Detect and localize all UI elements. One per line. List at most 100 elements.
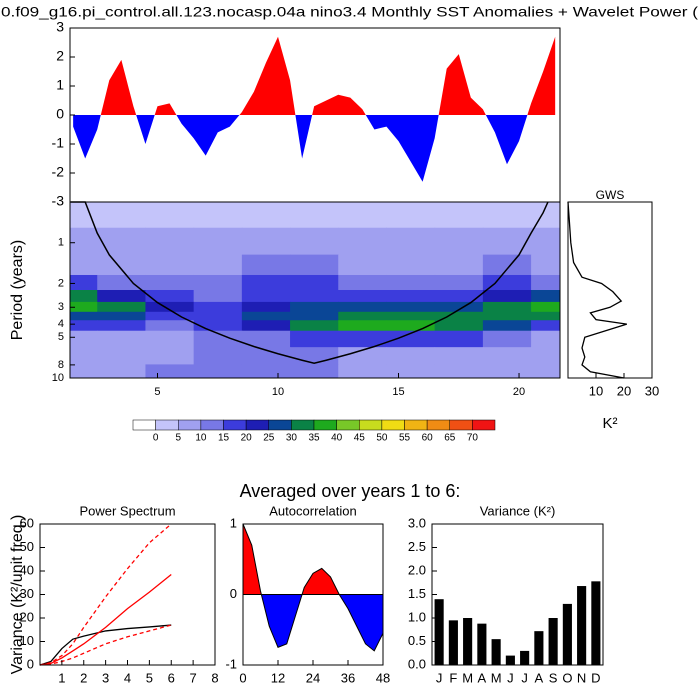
power-cell — [531, 364, 561, 379]
x-tick-label: N — [577, 670, 586, 685]
power-cell — [70, 274, 98, 291]
colorbar-box — [155, 419, 179, 431]
y-tick-label: 40 — [20, 562, 34, 577]
power-cell — [290, 290, 339, 303]
power-cell — [241, 254, 291, 276]
power-cell — [531, 227, 561, 256]
power-cell — [97, 330, 146, 348]
power-cell — [531, 290, 561, 303]
x-tick-label: M — [491, 670, 502, 685]
line — [39, 624, 172, 666]
power-cell — [386, 227, 436, 256]
power-cell — [482, 311, 532, 321]
x-tick-label: 7 — [190, 670, 197, 685]
y-tick-label: 2 — [58, 277, 64, 289]
colorbar-box — [245, 419, 269, 431]
colorbar-label: 35 — [308, 433, 320, 444]
power-cell — [482, 202, 532, 229]
colorbar-box — [472, 419, 496, 431]
power-cell — [531, 330, 561, 348]
y-tick-label: 0.5 — [408, 633, 426, 648]
power-cell — [97, 254, 146, 276]
chart-title: GWS — [596, 188, 625, 202]
power-cell — [97, 320, 146, 332]
line — [39, 624, 172, 666]
y-tick-label: 30 — [20, 586, 34, 601]
power-cell — [531, 254, 561, 276]
heading: Averaged over years 1 to 6: — [240, 481, 461, 501]
power-cell — [145, 290, 195, 303]
colorbar-label: 0 — [153, 433, 159, 444]
colorbar-box — [223, 419, 247, 431]
colorbar-box — [449, 419, 473, 431]
power-cell — [482, 347, 532, 365]
power-cell — [290, 347, 339, 365]
bar — [591, 581, 601, 665]
power-cell — [338, 320, 387, 332]
x-tick-label: 24 — [306, 670, 320, 685]
power-cell — [338, 290, 387, 303]
x-tick-label: A — [535, 670, 544, 685]
power-cell — [145, 364, 195, 379]
power-cell — [386, 274, 436, 291]
y-tick-label: 0 — [230, 586, 237, 601]
power-cell — [193, 320, 243, 332]
power-cell — [386, 330, 436, 348]
power-cell — [482, 320, 532, 332]
power-cell — [482, 330, 532, 348]
power-cell — [241, 290, 291, 303]
colorbar-label: 5 — [175, 433, 181, 444]
power-cell — [386, 202, 436, 229]
y-axis-label: Period (years) — [9, 240, 26, 340]
plot-frame — [39, 523, 216, 666]
power-cell — [434, 254, 484, 276]
power-cell — [531, 311, 561, 321]
power-cell — [482, 254, 532, 276]
power-cell — [70, 254, 98, 276]
power-cell — [241, 301, 291, 313]
colorbar-label: 70 — [467, 433, 479, 444]
x-tick-label: 20 — [513, 386, 525, 398]
colorbar-label: 50 — [376, 433, 388, 444]
colorbar-label: 40 — [331, 433, 343, 444]
power-cell — [193, 364, 243, 379]
power-cell — [241, 347, 291, 365]
power-cell — [290, 330, 339, 348]
x-axis-label: K² — [603, 415, 618, 432]
power-cell — [290, 227, 339, 256]
y-tick-label: 2.0 — [408, 562, 426, 577]
power-cell — [193, 330, 243, 348]
colorbar-label: 20 — [241, 433, 253, 444]
colorbar-box — [359, 419, 383, 431]
power-cell — [434, 301, 484, 313]
y-tick-label: 0 — [27, 656, 34, 671]
bar — [577, 586, 587, 665]
power-cell — [290, 320, 339, 332]
power-cell — [531, 274, 561, 291]
power-cell — [338, 301, 387, 313]
y-tick-label: 10 — [20, 633, 34, 648]
power-cell — [386, 311, 436, 321]
chart-title: Autocorrelation — [269, 503, 356, 518]
y-tick-label: 1.5 — [408, 586, 426, 601]
power-cell — [145, 301, 195, 313]
power-cell — [145, 254, 195, 276]
power-cell — [531, 320, 561, 332]
x-tick-label: J — [436, 670, 443, 685]
x-tick-label: J — [507, 670, 514, 685]
colorbar-label: 55 — [399, 433, 411, 444]
power-cell — [386, 290, 436, 303]
power-cell — [193, 290, 243, 303]
bar — [491, 639, 501, 665]
y-tick-label: 2.5 — [408, 539, 426, 554]
power-cell — [193, 347, 243, 365]
power-cell — [70, 227, 98, 256]
y-tick-label: 50 — [20, 539, 34, 554]
bar — [534, 631, 544, 665]
power-cell — [434, 347, 484, 365]
colorbar-box — [404, 419, 428, 431]
y-tick-label: 4 — [58, 318, 64, 330]
colorbar-box — [132, 419, 156, 431]
y-tick-label: 60 — [20, 515, 34, 530]
power-cell — [338, 347, 387, 365]
